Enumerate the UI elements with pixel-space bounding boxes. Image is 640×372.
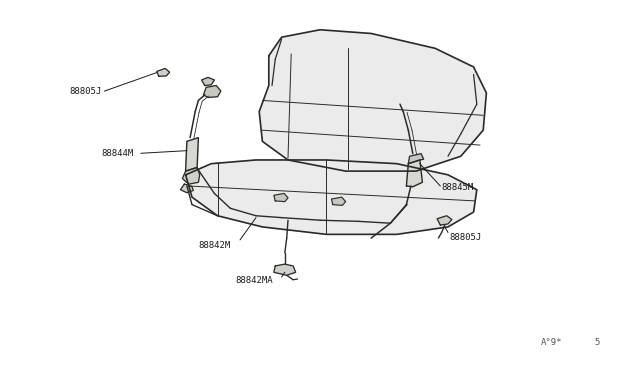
Polygon shape xyxy=(259,30,486,171)
Text: 5: 5 xyxy=(594,338,599,347)
Polygon shape xyxy=(408,154,424,164)
Polygon shape xyxy=(182,167,200,184)
Polygon shape xyxy=(274,193,288,202)
Polygon shape xyxy=(332,197,346,205)
Text: 88805J: 88805J xyxy=(449,233,481,242)
Polygon shape xyxy=(437,216,452,225)
Polygon shape xyxy=(186,138,198,171)
Text: 88844M: 88844M xyxy=(101,149,133,158)
Polygon shape xyxy=(180,184,193,193)
Polygon shape xyxy=(202,77,214,86)
Polygon shape xyxy=(274,264,296,275)
Polygon shape xyxy=(204,86,221,97)
Text: 88842MA: 88842MA xyxy=(236,276,273,285)
Text: 88805J: 88805J xyxy=(69,87,101,96)
Polygon shape xyxy=(186,160,477,234)
Text: A°9*: A°9* xyxy=(541,338,563,347)
Polygon shape xyxy=(406,160,422,187)
Polygon shape xyxy=(157,68,170,76)
Text: 88845M: 88845M xyxy=(442,183,474,192)
Text: 88842M: 88842M xyxy=(198,241,230,250)
